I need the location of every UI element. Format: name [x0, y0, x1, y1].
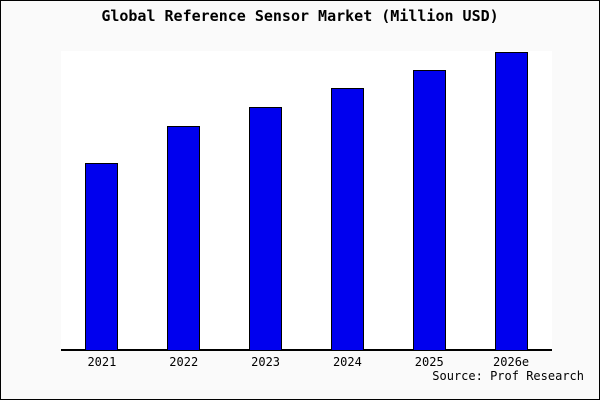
- x-tick-label-2026e: 2026e: [493, 355, 530, 369]
- x-tick-label-2024: 2024: [332, 355, 362, 369]
- plot-area: [61, 51, 552, 351]
- bar-2026e: [494, 52, 528, 351]
- bar-2023: [249, 107, 283, 351]
- x-tick-label-2021: 2021: [87, 355, 117, 369]
- chart-title: Global Reference Sensor Market (Million …: [101, 7, 499, 25]
- bar-2024: [330, 88, 364, 351]
- bar-2025: [412, 70, 446, 351]
- x-tick-label-2025: 2025: [414, 355, 444, 369]
- bar-2022: [167, 126, 201, 351]
- bar-2021: [85, 163, 119, 351]
- x-tick-label-2023: 2023: [251, 355, 281, 369]
- source-note: Source: Prof Research: [432, 369, 584, 383]
- x-tick-label-2022: 2022: [169, 355, 199, 369]
